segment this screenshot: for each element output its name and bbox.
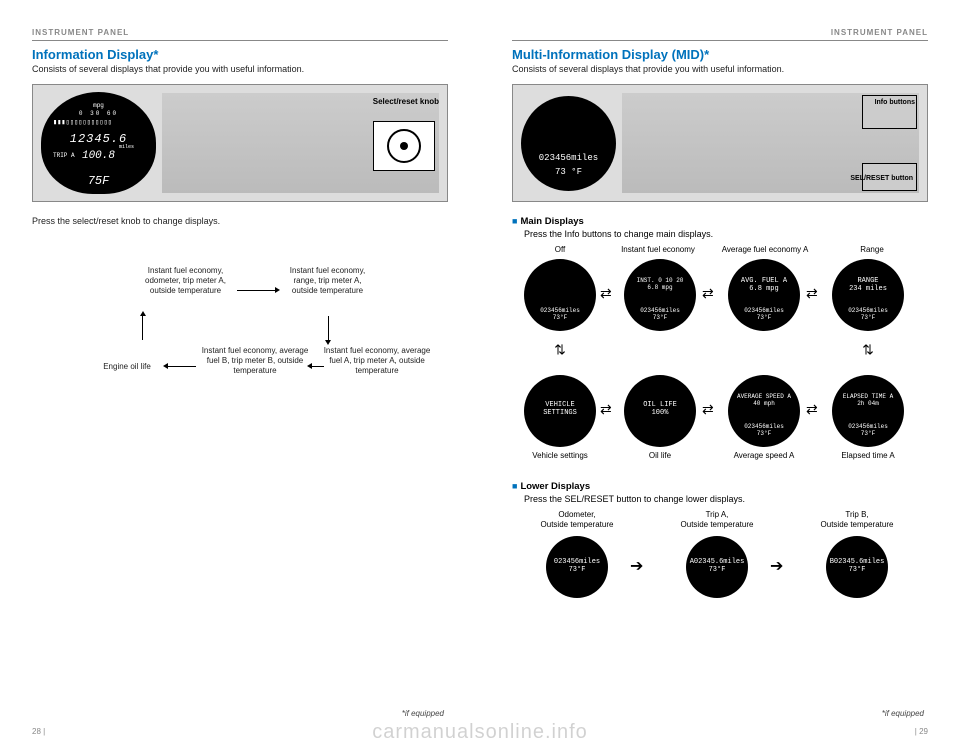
flow-n1: Instant fuel economy, odometer, trip met… — [138, 266, 233, 296]
arr-low-1: ➔ — [630, 556, 643, 576]
g-low-a-1: 023456miles — [546, 536, 608, 566]
g-low-b-1: A02345.6miles — [686, 536, 748, 566]
info-buttons-label: Info buttons — [875, 99, 915, 107]
g-spd-main: AVERAGE SPEED A 40 mph — [728, 375, 800, 407]
pagenum-left: 28 | — [32, 727, 45, 736]
g-et: ELAPSED TIME A 2h 04m 023456miles 73°F — [832, 375, 904, 447]
mid-temp: 73 °F — [521, 167, 616, 177]
flow-diagram: Instant fuel economy, odometer, trip met… — [32, 266, 448, 426]
info-gauge: mpg 0 30 60 ▮▮▮▯▯▯▯▯▯▯▯▯▯▯ 12345.6 miles… — [41, 92, 156, 194]
g-spd: AVERAGE SPEED A 40 mph 023456miles 73°F — [728, 375, 800, 447]
lbl-vs: Vehicle settings — [520, 451, 600, 460]
gauge-odo: 12345.6 — [41, 132, 156, 146]
lower-head-text: Lower Displays — [520, 481, 590, 492]
lbl-avg: Average fuel economy A — [710, 245, 820, 254]
g-et-main: ELAPSED TIME A 2h 04m — [832, 375, 904, 407]
header-left: INSTRUMENT PANEL — [32, 28, 448, 41]
g-low-c: B02345.6miles 73°F — [826, 536, 888, 598]
g-low-b-2: 73°F — [686, 566, 748, 574]
main-displays-desc: Press the Info buttons to change main di… — [524, 229, 928, 239]
right-intro: Consists of several displays that provid… — [512, 64, 928, 74]
left-intro: Consists of several displays that provid… — [32, 64, 448, 74]
knob-label: Select/reset knob — [373, 97, 439, 106]
gauge-range: 0 30 60 — [41, 110, 156, 117]
g-range-main: RANGE 234 miles — [832, 259, 904, 294]
g-oil-main: OIL LIFE 100% — [624, 375, 696, 418]
sel-reset-label: SEL/RESET button — [850, 175, 913, 183]
g-ife-main: INST. 0 10 20 6.8 mpg — [624, 259, 696, 291]
lbl-low-a: Odometer, Outside temperature — [522, 510, 632, 529]
arr-t3: ⇄ — [806, 285, 818, 302]
gauge-tripval: 100.8 — [41, 150, 156, 162]
g-off: 023456miles 73°F — [524, 259, 596, 331]
knob-icon — [387, 129, 421, 163]
lbl-low-b: Trip A, Outside temperature — [662, 510, 772, 529]
g-ife-bot: 023456miles 73°F — [624, 307, 696, 321]
g-low-b: A02345.6miles 73°F — [686, 536, 748, 598]
pagenum-right: | 29 — [915, 727, 928, 736]
flow-n4: Instant fuel economy, average fuel B, tr… — [200, 346, 310, 376]
right-title: Multi-Information Display (MID)* — [512, 47, 928, 62]
lbl-oil: Oil life — [620, 451, 700, 460]
g-range-bot: 023456miles 73°F — [832, 307, 904, 321]
arr-low-2: ➔ — [770, 556, 783, 576]
mid-odo: 023456miles — [521, 153, 616, 163]
press-instruction: Press the select/reset knob to change di… — [32, 216, 448, 226]
arr-v2: ⇄ — [859, 344, 876, 356]
g-avg-bot: 023456miles 73°F — [728, 307, 800, 321]
flow-arrow-1 — [237, 290, 275, 291]
g-low-a: 023456miles 73°F — [546, 536, 608, 598]
lower-displays-desc: Press the SEL/RESET button to change low… — [524, 494, 928, 504]
g-low-c-1: B02345.6miles — [826, 536, 888, 566]
g-vs-main: VEHICLE SETTINGS — [524, 375, 596, 418]
lbl-spd: Average speed A — [724, 451, 804, 460]
gauge-bars: ▮▮▮▯▯▯▯▯▯▯▯▯▯▯ — [53, 118, 112, 127]
left-title: Information Display* — [32, 47, 448, 62]
flow-n3: Instant fuel economy, average fuel A, tr… — [322, 346, 432, 376]
flow-n5: Engine oil life — [92, 362, 162, 372]
main-head-text: Main Displays — [520, 216, 583, 227]
g-low-c-2: 73°F — [826, 566, 888, 574]
lbl-low-c: Trip B, Outside temperature — [802, 510, 912, 529]
g-et-bot: 023456miles 73°F — [832, 423, 904, 437]
arr-t2: ⇄ — [702, 285, 714, 302]
lower-displays-grid: Odometer, Outside temperature Trip A, Ou… — [512, 510, 928, 610]
info-display-image: mpg 0 30 60 ▮▮▮▯▯▯▯▯▯▯▯▯▯▯ 12345.6 miles… — [32, 84, 448, 202]
flow-arrow-4 — [168, 366, 196, 367]
arr-b1: ⇄ — [600, 401, 612, 418]
arr-v1: ⇄ — [551, 344, 568, 356]
knob-box — [373, 121, 435, 171]
flow-arrow-3 — [312, 366, 324, 367]
g-off-bot: 023456miles 73°F — [524, 307, 596, 321]
main-displays-head: ■Main Displays — [512, 216, 928, 227]
gauge-temp: 75F — [41, 174, 156, 188]
lbl-off: Off — [520, 245, 600, 254]
lbl-range: Range — [832, 245, 912, 254]
g-spd-bot: 023456miles 73°F — [728, 423, 800, 437]
flow-n2: Instant fuel economy, range, trip meter … — [280, 266, 375, 296]
flow-arrow-2 — [328, 316, 329, 340]
arr-t1: ⇄ — [600, 285, 612, 302]
left-footnote: *if equipped — [402, 709, 444, 718]
gauge-mpg: mpg — [41, 102, 156, 109]
right-footnote: *if equipped — [882, 709, 924, 718]
header-right: INSTRUMENT PANEL — [512, 28, 928, 41]
arr-b3: ⇄ — [806, 401, 818, 418]
g-oil: OIL LIFE 100% — [624, 375, 696, 447]
g-avg: AVG. FUEL A 6.8 mpg 023456miles 73°F — [728, 259, 800, 331]
lbl-ife: Instant fuel economy — [608, 245, 708, 254]
g-ife: INST. 0 10 20 6.8 mpg 023456miles 73°F — [624, 259, 696, 331]
g-avg-main: AVG. FUEL A 6.8 mpg — [728, 259, 800, 294]
main-displays-grid: Off Instant fuel economy Average fuel ec… — [512, 245, 928, 475]
mid-display-image: 023456miles 73 °F Info buttons SEL/RESET… — [512, 84, 928, 202]
arr-b2: ⇄ — [702, 401, 714, 418]
lbl-et: Elapsed time A — [828, 451, 908, 460]
g-low-a-2: 73°F — [546, 566, 608, 574]
mid-gauge: 023456miles 73 °F — [521, 96, 616, 191]
lower-displays-head: ■Lower Displays — [512, 481, 928, 492]
g-vs: VEHICLE SETTINGS — [524, 375, 596, 447]
flow-arrow-5 — [142, 316, 143, 340]
g-range: RANGE 234 miles 023456miles 73°F — [832, 259, 904, 331]
